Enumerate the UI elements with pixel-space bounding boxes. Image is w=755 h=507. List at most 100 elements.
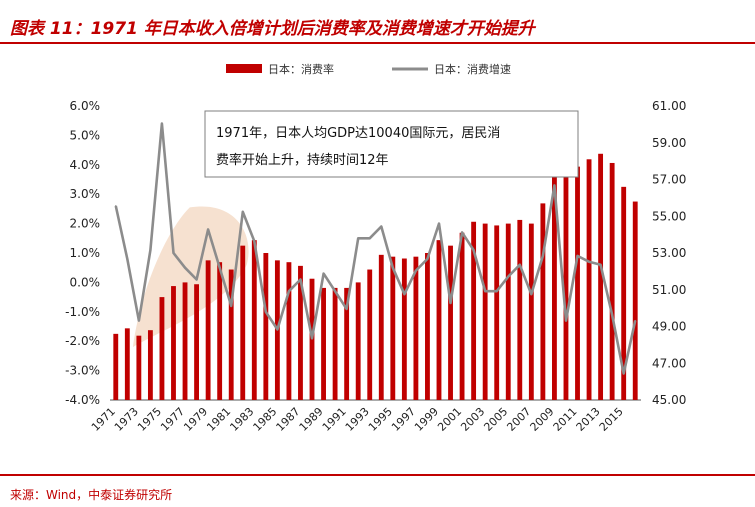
point-consumption-growth (392, 266, 394, 269)
x-tick-label: 1997 (389, 405, 418, 434)
right-axis-tick-label: -4.0% (65, 393, 100, 407)
bar-consumption-rate (632, 201, 638, 400)
bar-consumption-rate (171, 286, 176, 400)
bar-consumption-rate (425, 253, 430, 400)
left-axis-tick-label: 59.00 (652, 136, 686, 150)
point-consumption-growth (265, 311, 267, 313)
point-consumption-growth (322, 272, 325, 275)
bar-consumption-rate (505, 223, 511, 400)
left-axis-tick-label: 53.00 (652, 246, 686, 260)
bar-consumption-rate (124, 328, 130, 400)
point-consumption-growth (588, 261, 590, 263)
point-consumption-growth (311, 337, 313, 340)
right-axis-tick-label: -3.0% (65, 364, 100, 378)
bar-consumption-rate (482, 223, 488, 400)
title-row: 图表 11：1971 年日本收入倍增计划后消费率及消费增速才开始提升 (0, 0, 755, 44)
bar-consumption-rate (240, 245, 246, 400)
point-consumption-growth (357, 237, 359, 240)
x-tick-label: 1983 (227, 405, 256, 434)
bar-consumption-rate (598, 153, 604, 400)
x-tick-label: 1975 (135, 405, 164, 434)
right-axis-tick-label: 4.0% (70, 158, 101, 172)
left-axis-tick-label: 57.00 (652, 173, 686, 187)
point-consumption-growth (207, 228, 209, 231)
bar-consumption-rate (494, 225, 500, 400)
point-consumption-growth (380, 225, 383, 228)
right-axis-tick-label: 3.0% (70, 187, 101, 201)
bar-consumption-rate (448, 245, 453, 400)
bar-consumption-rate (332, 287, 338, 400)
point-consumption-growth (334, 290, 336, 293)
line-consumption-growth (114, 122, 637, 375)
right-axis-tick-label: 6.0% (70, 99, 101, 113)
x-tick-label: 1999 (412, 405, 441, 434)
bar-consumption-rate (563, 168, 569, 400)
bar-consumption-rate (147, 330, 153, 400)
point-consumption-growth (599, 263, 602, 266)
point-consumption-growth (218, 266, 221, 269)
point-consumption-growth (426, 258, 429, 260)
bar-consumption-rate (621, 186, 627, 400)
bars-layer (113, 153, 638, 400)
bar-consumption-rate (401, 258, 407, 400)
bar-consumption-rate (540, 203, 546, 400)
point-consumption-growth (507, 275, 510, 278)
left-axis-tick-label: 47.00 (652, 356, 686, 370)
bar-consumption-rate (321, 287, 326, 400)
bar-consumption-rate (344, 287, 350, 400)
point-consumption-growth (241, 211, 244, 213)
point-consumption-growth (565, 319, 567, 322)
x-tick-label: 1989 (297, 405, 326, 434)
point-consumption-growth (299, 278, 302, 281)
bar-consumption-rate (413, 256, 419, 400)
bar-consumption-rate (136, 335, 142, 400)
point-consumption-growth (403, 293, 406, 295)
x-tick-label: 2001 (435, 405, 464, 434)
x-tick-label: 2009 (528, 405, 557, 434)
annotation-frame (204, 110, 579, 178)
bar-consumption-rate (159, 297, 165, 400)
x-tick-label: 2003 (458, 405, 487, 434)
source-note: 来源：Wind，中泰证券研究所 (10, 488, 173, 502)
x-tick-label: 1971 (89, 405, 118, 434)
point-consumption-growth (345, 308, 348, 310)
point-consumption-growth (530, 293, 533, 295)
point-consumption-growth (253, 240, 256, 243)
point-consumption-growth (495, 290, 498, 293)
point-consumption-growth (438, 222, 440, 225)
annotation-box: 1971年，日本人均GDP达10040国际元，居民消 费率开始上升，持续时间12… (204, 110, 579, 178)
x-tick-label: 1993 (343, 405, 372, 434)
right-axis-tick-label: 5.0% (70, 128, 101, 142)
left-axis-tick-label: 49.00 (652, 320, 686, 334)
bar-consumption-rate (551, 161, 557, 400)
x-tick-label: 1985 (251, 405, 280, 434)
bar-consumption-rate (205, 260, 211, 400)
x-tick-label: 1995 (366, 405, 395, 434)
bar-consumption-rate (586, 159, 592, 400)
bar-consumption-rate (182, 282, 188, 400)
legend-label-line: 日本：消费增速 (434, 62, 511, 76)
bar-consumption-rate (517, 219, 523, 400)
left-axis-tick-label: 61.00 (652, 99, 686, 113)
bar-consumption-rate (378, 254, 384, 400)
point-consumption-growth (230, 305, 233, 307)
point-consumption-growth (195, 278, 198, 281)
point-consumption-growth (126, 258, 129, 260)
x-tick-label: 1981 (204, 405, 233, 434)
x-tick-label: 2013 (574, 405, 603, 434)
point-consumption-growth (576, 255, 579, 257)
bar-consumption-rate (286, 262, 292, 400)
point-consumption-growth (542, 255, 544, 257)
point-consumption-growth (288, 290, 290, 293)
bar-consumption-rate (355, 282, 361, 400)
legend-swatch-bar (226, 64, 262, 73)
legend: 日本：消费率 日本：消费增速 (226, 62, 511, 76)
x-tick-label: 2005 (481, 405, 510, 434)
title-rule (0, 42, 755, 44)
right-axis-tick-label: -1.0% (65, 305, 100, 319)
bar-consumption-rate (228, 269, 234, 400)
left-axis-tick-label: 51.00 (652, 283, 686, 297)
bar-consumption-rate (459, 232, 465, 400)
bar-consumption-rate (367, 269, 373, 400)
legend-label-bar: 日本：消费率 (268, 62, 334, 76)
